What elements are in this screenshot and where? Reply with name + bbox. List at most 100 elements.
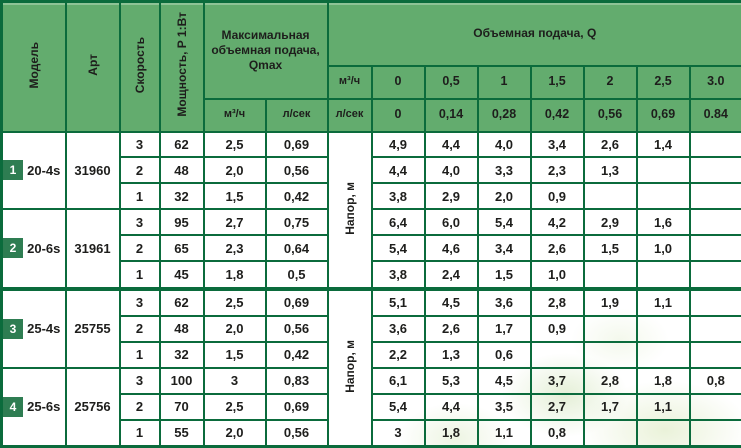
head-value-cell: 0,6 (476, 340, 532, 369)
qmax-m3h-cell: 2,0 (202, 156, 267, 185)
q-lsec-header: 0.84 (688, 97, 741, 133)
head-value-cell: 3,4 (476, 234, 532, 263)
head-value-cell: 1,6 (635, 208, 691, 237)
head-value-cell (688, 156, 741, 185)
head-label: Напор, м (342, 339, 357, 393)
q-col-header: 3.0 (688, 64, 741, 100)
head-value-cell (688, 234, 741, 263)
speed-cell: 2 (118, 156, 161, 185)
q-col-header: 0 (370, 64, 426, 100)
power-cell: 70 (158, 392, 205, 421)
table-row: 2 20-6s 31961 3 95 2,7 0,75 6,4 6,0 5,4 4… (0, 208, 741, 290)
model-name: 25-6s (27, 399, 61, 415)
head-value-cell (688, 418, 741, 448)
group-badge: 1 (3, 160, 23, 181)
head-value-cell (635, 315, 691, 343)
speed-header-label: Скорость (132, 36, 147, 93)
head-value-cell: 4,9 (370, 130, 426, 159)
qmax-lsec-cell: 0,42 (264, 340, 329, 369)
qmax-lsec-cell: 0,64 (264, 234, 329, 263)
q-col-header: 0,5 (423, 64, 479, 100)
q-col-header: 1 (476, 64, 532, 100)
speed-cell: 3 (118, 286, 161, 318)
qmax-lsec-cell: 0,56 (264, 418, 329, 448)
head-value-cell (688, 260, 741, 290)
qmax-lsec-cell: 0,56 (264, 315, 329, 343)
table-row: 1 32 1,5 0,42 2,2 1,3 0,6 (2, 340, 741, 369)
art-cell: 25755 (64, 286, 121, 369)
model-cell: 1 20-4s (0, 130, 67, 211)
head-value-cell: 1,1 (635, 392, 691, 421)
head-value-cell: 1,1 (635, 286, 691, 318)
head-value-cell (582, 260, 638, 290)
model-header-label: Модель (26, 41, 41, 88)
head-value-cell (688, 286, 741, 318)
head-value-cell (635, 418, 691, 448)
qmax-m3h-cell: 2,5 (202, 130, 267, 159)
group-badge: 3 (3, 318, 23, 339)
table-row: 2 48 2,0 0,56 4,4 4,0 3,3 2,3 1,3 (2, 156, 741, 185)
q-lsec-header: 0 (370, 97, 426, 133)
head-label-cell: Напор, м (326, 286, 373, 448)
head-value-cell: 4,4 (370, 156, 426, 185)
qmax-lsec-cell: 0,69 (264, 130, 329, 159)
head-value-cell: 1,5 (476, 260, 532, 290)
qmax-m3h-cell: 1,5 (202, 340, 267, 369)
qmax-lsec-cell: 0,56 (264, 156, 329, 185)
head-value-cell: 3,6 (476, 286, 532, 318)
table-row: 3 25-4s 25755 3 62 2,5 0,69 Напор, м 5,1 … (0, 286, 741, 448)
q-col-header: 2,5 (635, 64, 691, 100)
head-value-cell: 1,1 (476, 418, 532, 448)
q-col-header: 1,5 (529, 64, 585, 100)
head-value-cell: 5,3 (423, 366, 479, 395)
col-header-qmax: Максимальная объемная подача, Qmax (202, 0, 329, 100)
head-value-cell: 5,4 (476, 208, 532, 237)
qmax-m3h-cell: 2,0 (202, 418, 267, 448)
model-cell: 2 20-6s (0, 208, 67, 290)
group-badge: 2 (3, 238, 23, 259)
qmax-lsec-cell: 0,69 (264, 286, 329, 318)
table-row: 4 25-6s 25756 3 100 3 0,83 6,1 5,3 4,5 3,… (0, 366, 741, 448)
model-cell: 4 25-6s (0, 366, 67, 448)
speed-cell: 1 (118, 260, 161, 290)
model-name: 25-4s (27, 321, 61, 337)
qmax-m3h-cell: 1,8 (202, 260, 267, 290)
q-lsec-header: 0,14 (423, 97, 479, 133)
head-value-cell: 2,2 (370, 340, 426, 369)
speed-cell: 2 (118, 315, 161, 343)
table-row: 1 55 2,0 0,56 3 1,8 1,1 0,8 (2, 418, 741, 448)
head-value-cell: 4,5 (476, 366, 532, 395)
q-unit-m3h: м³/ч (326, 64, 373, 100)
speed-cell: 1 (118, 182, 161, 211)
power-cell: 100 (158, 366, 205, 395)
art-header-label: Арт (85, 53, 100, 76)
head-value-cell (529, 340, 585, 369)
speed-cell: 3 (118, 130, 161, 159)
head-value-cell: 3,3 (476, 156, 532, 185)
head-value-cell: 4,6 (423, 234, 479, 263)
art-cell: 31960 (64, 130, 121, 211)
table-row: 2 70 2,5 0,69 5,4 4,4 3,5 2,7 1,7 1,1 (2, 392, 741, 421)
power-cell: 45 (158, 260, 205, 290)
head-value-cell: 4,0 (423, 156, 479, 185)
power-cell: 62 (158, 130, 205, 159)
head-value-cell: 6,0 (423, 208, 479, 237)
speed-cell: 1 (118, 418, 161, 448)
table-row: 1 45 1,8 0,5 3,8 2,4 1,5 1,0 (2, 260, 741, 290)
head-value-cell: 2,9 (582, 208, 638, 237)
head-value-cell: 5,4 (370, 234, 426, 263)
head-value-cell: 1,8 (635, 366, 691, 395)
head-value-cell (688, 208, 741, 237)
head-value-cell: 1,7 (476, 315, 532, 343)
head-value-cell: 1,0 (635, 234, 691, 263)
qmax-m3h-cell: 2,5 (202, 392, 267, 421)
table-row: 1 20-4s 31960 3 62 2,5 0,69 Напор, м 4,9 … (0, 130, 741, 290)
speed-cell: 2 (118, 392, 161, 421)
head-value-cell: 0,8 (688, 366, 741, 395)
power-cell: 62 (158, 286, 205, 318)
head-value-cell (582, 315, 638, 343)
head-value-cell: 3,8 (370, 260, 426, 290)
head-value-cell: 6,1 (370, 366, 426, 395)
col-header-art: Арт (64, 0, 121, 133)
